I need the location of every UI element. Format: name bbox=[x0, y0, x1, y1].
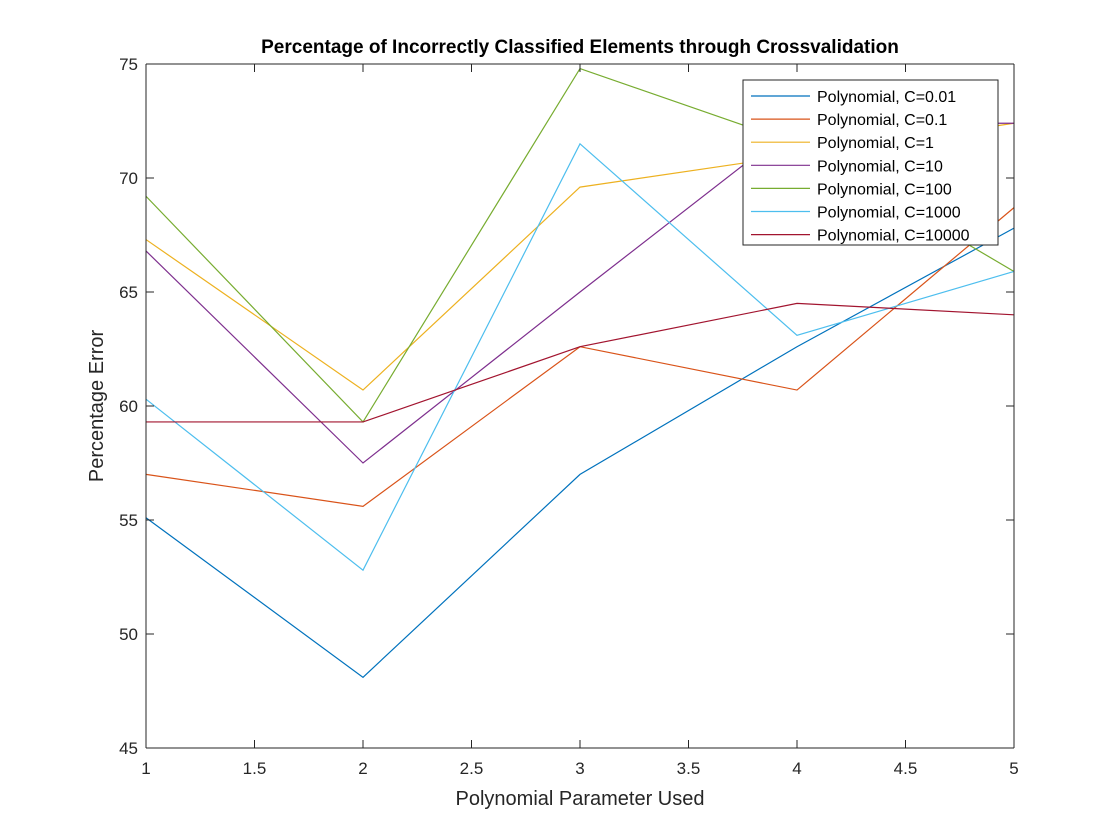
x-tick-label: 2 bbox=[358, 759, 367, 778]
y-tick-label: 65 bbox=[119, 283, 138, 302]
x-tick-label: 4 bbox=[792, 759, 801, 778]
x-tick-label: 2.5 bbox=[460, 759, 484, 778]
x-axis-label: Polynomial Parameter Used bbox=[456, 788, 705, 810]
y-tick-label: 70 bbox=[119, 169, 138, 188]
y-ticks: 45 50 55 60 65 70 75 bbox=[119, 55, 1014, 758]
x-tick-label: 5 bbox=[1009, 759, 1018, 778]
legend-label: Polynomial, C=0.1 bbox=[817, 112, 947, 129]
y-tick-label: 60 bbox=[119, 397, 138, 416]
y-tick-label: 75 bbox=[119, 55, 138, 74]
legend-label: Polynomial, C=0.01 bbox=[817, 89, 956, 106]
legend-label: Polynomial, C=10 bbox=[817, 158, 943, 175]
legend-label: Polynomial, C=1 bbox=[817, 135, 934, 152]
y-axis-label: Percentage Error bbox=[86, 330, 108, 483]
legend-label: Polynomial, C=100 bbox=[817, 181, 952, 198]
x-tick-label: 3.5 bbox=[677, 759, 701, 778]
y-tick-label: 45 bbox=[119, 739, 138, 758]
x-tick-label: 4.5 bbox=[894, 759, 918, 778]
legend-label: Polynomial, C=10000 bbox=[817, 228, 970, 245]
x-tick-label: 1 bbox=[141, 759, 150, 778]
series-line-6 bbox=[145, 142, 1015, 572]
x-tick-label: 3 bbox=[575, 759, 584, 778]
x-tick-label: 1.5 bbox=[243, 759, 267, 778]
legend-box bbox=[742, 79, 999, 246]
chart-title: Percentage of Incorrectly Classified Ele… bbox=[261, 37, 899, 58]
legend: Polynomial, C=0.01 Polynomial, C=0.1 Polyn… bbox=[742, 79, 999, 246]
y-tick-label: 50 bbox=[119, 625, 138, 644]
y-tick-label: 55 bbox=[119, 511, 138, 530]
x-ticks: 1 1.5 2 2.5 3 3.5 4 4.5 5 bbox=[141, 64, 1019, 778]
series-line-7 bbox=[146, 302, 1015, 423]
legend-label: Polynomial, C=1000 bbox=[817, 205, 961, 222]
